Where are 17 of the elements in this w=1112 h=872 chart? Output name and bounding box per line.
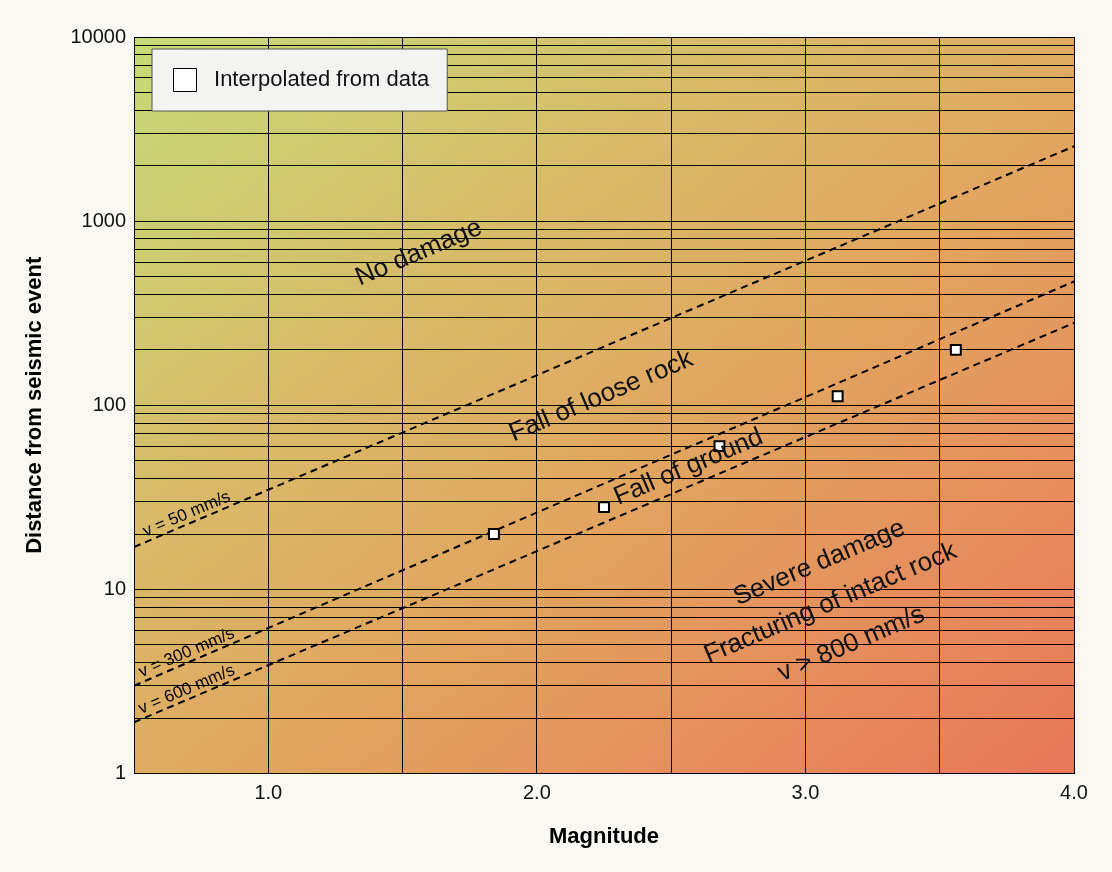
legend-label: Interpolated from data	[214, 66, 431, 92]
y-tick-label: 1	[114, 761, 127, 784]
y-tick-label: 10	[103, 576, 127, 599]
point	[487, 528, 500, 540]
point	[831, 390, 844, 403]
x-axis-title: Magnitude	[549, 822, 660, 848]
x-tick-label: 2.0	[522, 781, 551, 804]
y-tick-label: 1000	[81, 208, 127, 231]
y-axis-title: Distance from seismic event	[21, 256, 47, 554]
y-tick-label: 10000	[70, 24, 127, 47]
y-tick-label: 100	[92, 392, 127, 415]
x-tick-label: 3.0	[791, 781, 820, 804]
annotation: Fall of loose rock	[504, 342, 698, 448]
x-tick-label: 4.0	[1060, 781, 1088, 804]
point	[598, 501, 610, 514]
point	[949, 343, 962, 356]
x-tick-label: 1.0	[254, 781, 283, 804]
